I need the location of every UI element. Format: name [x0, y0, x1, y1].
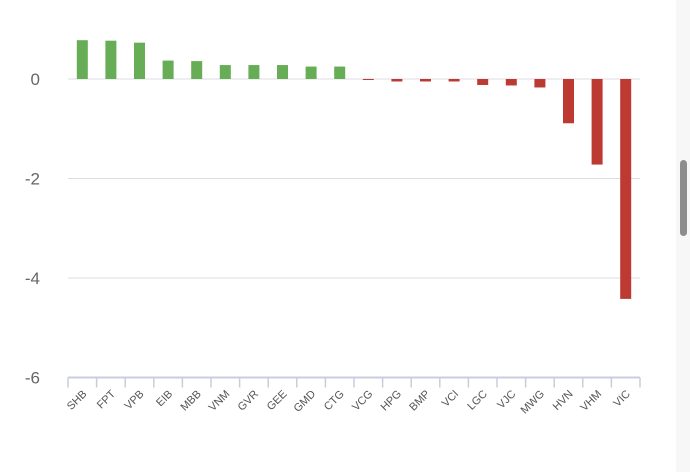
x-tick-label: VCI — [440, 388, 461, 409]
y-axis-tick-labels: 0 -2 -4 -6 — [25, 70, 40, 388]
x-tick-label: GMD — [292, 388, 319, 415]
y-tick-label: -4 — [25, 269, 40, 288]
x-tick-label: VNM — [207, 388, 233, 414]
bar-vcg[interactable] — [362, 79, 374, 80]
x-tick-label: MBB — [178, 388, 203, 413]
bar-eib[interactable] — [162, 60, 174, 79]
bars — [76, 40, 632, 299]
x-tick-label: BMP — [407, 388, 432, 413]
y-tick-label: -2 — [25, 170, 40, 189]
x-axis — [67, 376, 641, 388]
x-tick-label: SHB — [65, 388, 89, 412]
bar-lgc[interactable] — [477, 79, 489, 85]
bar-vhm[interactable] — [591, 79, 603, 165]
x-tick-label: GEE — [265, 388, 290, 413]
bar-hvn[interactable] — [563, 79, 574, 124]
x-tick-label: HVN — [551, 388, 576, 413]
bar-bmp[interactable] — [420, 79, 431, 82]
x-tick-label: EIB — [154, 388, 175, 409]
bar-vic[interactable] — [620, 79, 632, 299]
x-tick-label: FPT — [95, 388, 118, 411]
bar-shb[interactable] — [76, 40, 88, 79]
x-tick-label: VIC — [611, 388, 632, 409]
x-axis-tick-labels: SHB FPT VPB EIB MBB VNM GVR GEE GMD CTG VCG HPG BMP V… — [65, 388, 633, 417]
gridlines — [68, 78, 640, 279]
bar-vnm[interactable] — [219, 65, 231, 79]
bar-gmd[interactable] — [305, 66, 317, 79]
x-tick-label: VJC — [495, 388, 518, 411]
bar-vjc[interactable] — [505, 79, 517, 86]
bar-mbb[interactable] — [191, 61, 203, 79]
x-tick-label: LGC — [465, 388, 490, 413]
x-tick-label: VPB — [123, 388, 147, 412]
x-tick-label: VCG — [350, 388, 375, 413]
bar-gvr[interactable] — [248, 65, 260, 79]
x-tick-label: HPG — [379, 388, 404, 413]
x-tick-label: CTG — [322, 388, 347, 413]
bar-gee[interactable] — [277, 65, 288, 79]
x-tick-label: VHM — [578, 388, 604, 414]
bar-vpb[interactable] — [134, 42, 145, 79]
x-tick-label: GVR — [236, 388, 261, 413]
y-tick-label: -6 — [25, 369, 40, 388]
bar-mwg[interactable] — [534, 79, 546, 88]
y-tick-label: 0 — [31, 70, 40, 89]
scrollbar-thumb[interactable] — [680, 160, 687, 236]
vertical-scrollbar[interactable] — [676, 0, 690, 472]
bar-hpg[interactable] — [391, 79, 403, 82]
bar-vci[interactable] — [448, 79, 460, 82]
bar-ctg[interactable] — [334, 66, 346, 79]
x-tick-label: MWG — [519, 388, 547, 416]
bar-fpt[interactable] — [105, 40, 117, 79]
